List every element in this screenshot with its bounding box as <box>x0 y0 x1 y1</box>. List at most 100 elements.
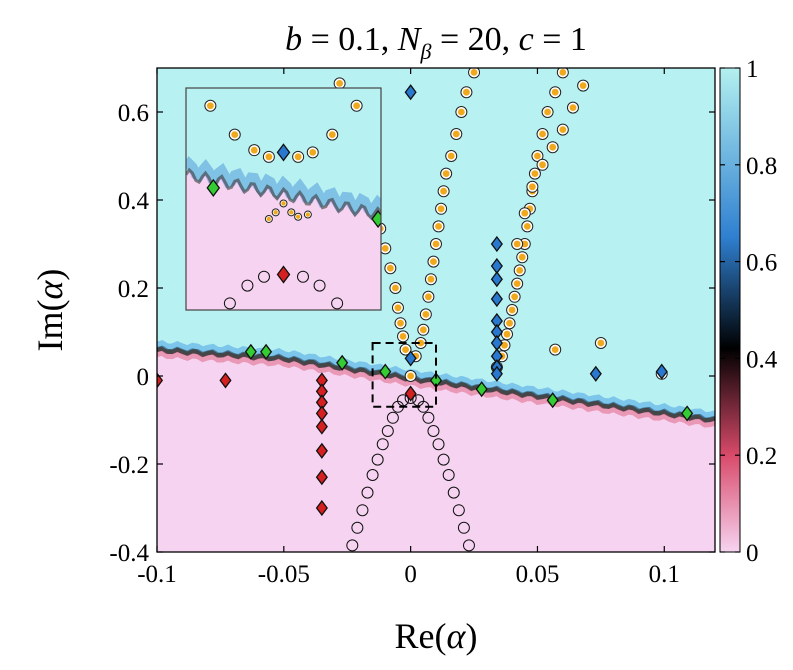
white-circle-point <box>386 411 399 424</box>
inset-orange-circle <box>250 146 258 154</box>
blue-diamond-point <box>589 365 602 382</box>
orange-circle-point <box>501 341 508 349</box>
x-tick-label: 0.05 <box>516 561 560 588</box>
orange-circle-point <box>551 346 559 354</box>
inset-marks <box>204 99 381 310</box>
inset-orange-circle <box>305 212 311 217</box>
orange-circle-point <box>427 275 435 283</box>
inset-orange-circle <box>266 216 272 222</box>
orange-circle-point <box>508 306 516 314</box>
orange-circle-point <box>440 187 448 195</box>
inset-white-circle <box>331 297 344 310</box>
white-circle-point <box>366 469 379 481</box>
orange-circle-point <box>503 330 511 338</box>
y-tick-label: 0 <box>137 364 150 391</box>
inset-red-diamond <box>276 265 291 284</box>
blue-diamond-point <box>490 365 503 382</box>
orange-circle-point <box>521 240 529 248</box>
y-tick-label: -0.2 <box>109 452 149 479</box>
white-circle-point <box>371 453 384 466</box>
orange-circle-point <box>432 240 440 248</box>
orange-circle-point <box>402 346 409 354</box>
orange-circle-point <box>559 126 567 134</box>
blue-diamond-point <box>655 363 668 380</box>
orange-circle-point <box>394 304 402 312</box>
x-tick-label: -0.1 <box>137 561 177 588</box>
orange-circle-point <box>407 372 415 380</box>
red-diamond-point <box>315 418 328 435</box>
inset-boundary-dark <box>186 167 381 221</box>
white-circle-point <box>447 486 460 499</box>
orange-circle-point <box>513 280 521 288</box>
colorbar-tick-label: 1 <box>746 56 759 83</box>
colorbar-gradient <box>719 67 741 553</box>
inset-orange-circle <box>309 148 317 156</box>
white-circle-point <box>361 486 374 499</box>
white-circle-point <box>346 539 359 552</box>
blue-diamond-point <box>404 350 417 367</box>
inset-orange-circle <box>295 214 301 219</box>
orange-circle-point <box>397 319 404 327</box>
white-circle-point <box>452 504 465 517</box>
inset-green-diamond <box>206 178 221 197</box>
orange-circle-point <box>559 68 567 76</box>
blue-diamond-point <box>490 271 503 288</box>
red-diamond-point <box>404 385 417 402</box>
orange-circle-point <box>516 266 524 274</box>
orange-circle-point <box>437 205 445 213</box>
orange-circle-point <box>386 264 394 272</box>
orange-circle-point <box>381 244 389 252</box>
inset-orange-circle <box>265 153 273 161</box>
data-marks <box>157 68 694 552</box>
y-tick-label: 0.6 <box>118 100 149 127</box>
inset-orange-circle <box>281 201 286 206</box>
white-circle-point <box>422 411 435 424</box>
plot-frame <box>156 67 716 553</box>
y-tick-label: 0.2 <box>118 276 149 303</box>
inset-orange-circle <box>289 210 294 215</box>
inset-orange-circle <box>231 131 239 139</box>
orange-circle-point <box>457 108 465 116</box>
orange-circle-point <box>569 104 577 112</box>
orange-circle-point <box>422 310 430 318</box>
x-tick-label: 0.1 <box>649 561 680 588</box>
white-circle-point <box>427 425 440 437</box>
white-circle-point <box>381 425 394 437</box>
blue-diamond-point <box>404 84 417 101</box>
colorbar-ticks: 0 0.2 0.4 0.6 0.8 1 <box>720 56 778 567</box>
white-circle-point <box>432 438 445 451</box>
orange-circle-point <box>470 68 478 76</box>
inset-orange-circle <box>328 131 336 139</box>
orange-circle-point <box>417 339 425 347</box>
white-circle-point <box>462 539 475 552</box>
inset-blue-diamond <box>276 143 291 162</box>
inset-orange-circle <box>294 153 302 161</box>
white-circle-point <box>437 453 450 466</box>
orange-circle-point <box>442 170 450 178</box>
green-diamond-point <box>336 354 349 371</box>
orange-circle-point <box>435 222 442 230</box>
lower-region <box>157 348 715 552</box>
orange-circle-point <box>523 222 531 230</box>
zoom-box <box>371 342 438 408</box>
orange-circle-point <box>463 88 470 96</box>
orange-circle-point <box>513 240 521 248</box>
orange-circle-point <box>424 293 432 301</box>
x-axis-label: Re(α) <box>395 616 478 656</box>
orange-circle-point <box>534 152 541 160</box>
white-circle-point <box>356 504 369 517</box>
y-axis-label: Im(α) <box>30 269 70 352</box>
blue-diamond-point <box>490 235 503 253</box>
inset-white-circle <box>241 279 254 292</box>
blue-diamond-point <box>490 290 503 308</box>
red-diamond-point <box>315 442 328 459</box>
x-axis: -0.1 -0.05 0 0.05 0.1 <box>137 68 680 588</box>
orange-circle-point <box>518 253 526 261</box>
inset-panel <box>185 87 382 311</box>
orange-circle-point <box>539 161 546 169</box>
orange-circle-point <box>419 326 427 334</box>
orange-circle-point <box>539 130 546 138</box>
white-circle-point <box>376 438 389 451</box>
orange-circle-point <box>392 284 399 292</box>
